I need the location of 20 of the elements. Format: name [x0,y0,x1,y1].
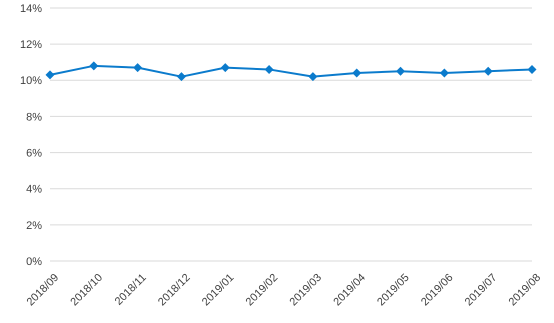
point [46,70,54,80]
point [308,72,318,82]
point [264,64,274,74]
point [484,66,493,76]
point [352,68,362,78]
y-tick-label: 0% [26,256,42,268]
point [528,64,536,74]
y-tick-label: 2% [26,220,42,232]
point [176,72,186,82]
point [220,63,230,72]
y-tick-label: 10% [20,75,42,88]
y-tick-label: 12% [20,39,42,52]
y-tick-label: 14% [20,2,42,15]
point [440,68,449,78]
point [89,61,98,70]
y-tick-label: 6% [26,147,42,160]
y-tick-label: 8% [26,111,42,124]
point [396,66,406,76]
y-tick-label: 4% [26,184,42,196]
point [133,63,142,72]
